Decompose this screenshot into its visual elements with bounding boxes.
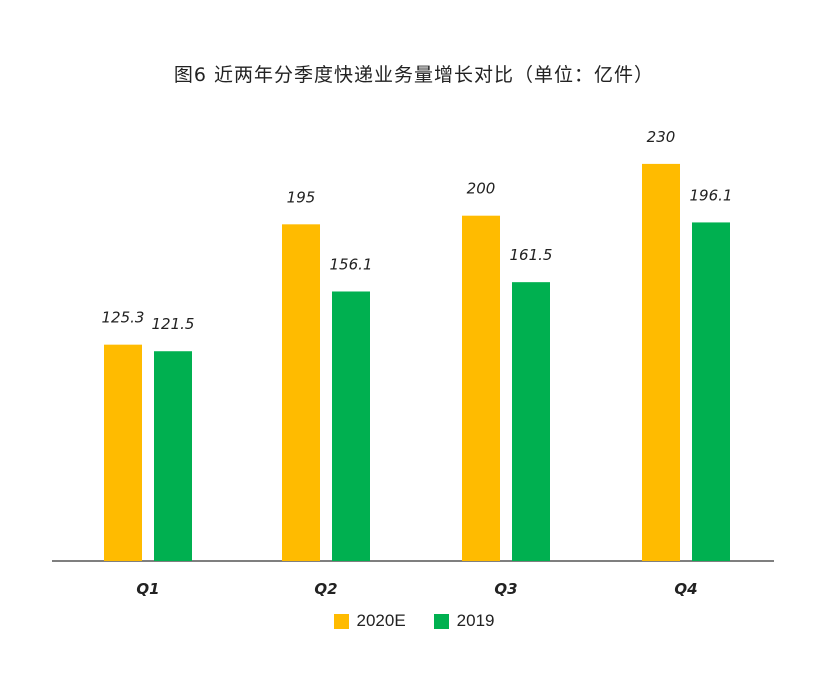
x-tick-label-q2: Q2 <box>314 580 337 598</box>
bar-q4-2019 <box>692 222 730 561</box>
bar-q1-2020e <box>104 344 142 561</box>
chart-title: 图6 近两年分季度快递业务量增长对比（单位：亿件） <box>173 64 655 86</box>
legend-label-2019: 2019 <box>456 611 495 630</box>
data-label-q3-2019: 161.5 <box>510 246 553 264</box>
legend-swatch-2020e <box>333 613 349 629</box>
legend-item-2019: 2019 <box>433 611 495 631</box>
bar-q3-2019 <box>512 282 550 561</box>
legend-item-2020e: 2020E <box>333 611 406 631</box>
bar-q4-2020e <box>642 163 680 562</box>
legend-swatch-2019 <box>433 613 449 629</box>
x-tick-label-q3: Q3 <box>494 580 517 598</box>
data-label-q2-2020e: 195 <box>287 188 316 206</box>
data-label-q1-2019: 121.5 <box>152 315 195 333</box>
data-label-q4-2019: 196.1 <box>690 186 733 204</box>
bar-q2-2019 <box>332 291 370 561</box>
data-label-q3-2020e: 200 <box>467 180 496 198</box>
bar-q2-2020e <box>282 224 320 561</box>
legend: 2020E 2019 <box>0 611 828 631</box>
data-label-q1-2020e: 125.3 <box>102 309 145 327</box>
x-tick-label-q4: Q4 <box>674 580 697 598</box>
data-label-q2-2019: 156.1 <box>330 255 373 273</box>
legend-label-2020e: 2020E <box>356 611 406 630</box>
x-tick-label-q1: Q1 <box>136 580 159 598</box>
bar-q1-2019 <box>154 351 192 561</box>
data-label-q4-2020e: 230 <box>647 128 676 146</box>
bar-q3-2020e <box>462 215 500 561</box>
